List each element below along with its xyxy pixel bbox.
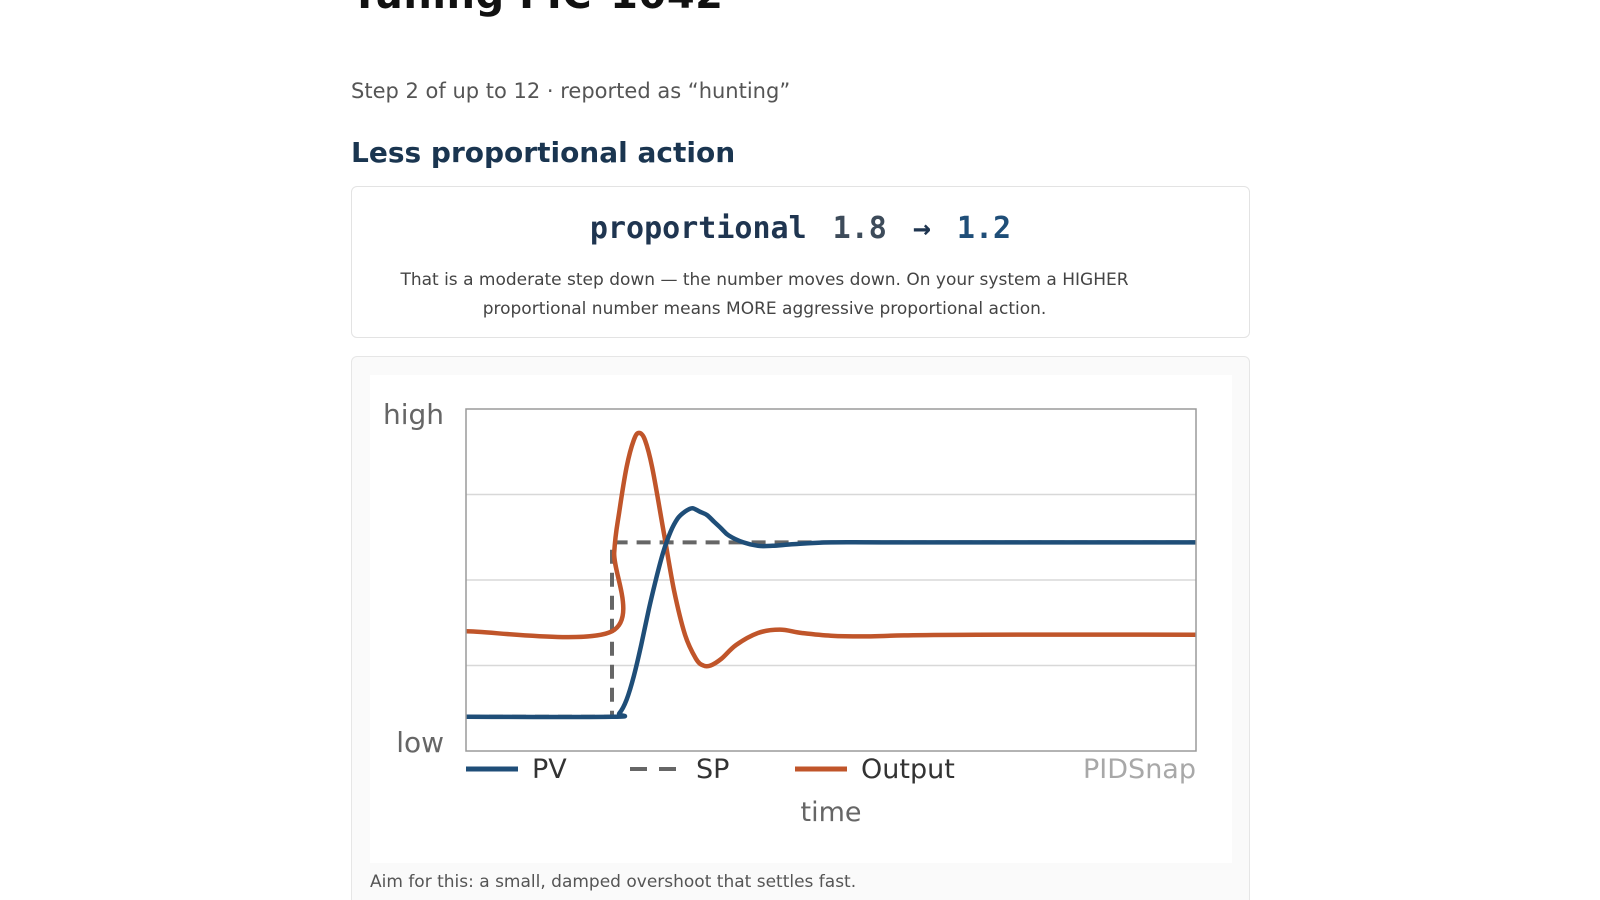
- series-line-sp: [466, 540, 1196, 719]
- legend-label-pv: PV: [532, 754, 567, 785]
- x-axis-label: time: [800, 797, 861, 828]
- y-tick-label-low: low: [396, 726, 444, 759]
- chart-watermark: PIDSnap: [1083, 754, 1196, 785]
- response-chart: low high PV SP Output PIDSnap time: [370, 375, 1232, 863]
- parameter-name: proportional: [589, 211, 807, 246]
- legend-item-pv: PV: [466, 754, 567, 785]
- section-heading: Less proportional action: [351, 136, 736, 169]
- parameter-change-line: proportional 1.8 → 1.2: [352, 211, 1249, 246]
- parameter-old-value: 1.8: [832, 211, 887, 246]
- y-tick-label-high: high: [383, 398, 444, 431]
- parameter-note: That is a moderate step down — the numbe…: [400, 270, 1129, 319]
- parameter-new-value: 1.2: [956, 211, 1012, 246]
- legend-item-sp: SP: [630, 754, 729, 785]
- legend-item-output: Output: [795, 754, 955, 785]
- response-chart-card: low high PV SP Output PIDSnap time Aim for…: [351, 356, 1250, 900]
- chart-legend: PV SP Output: [466, 754, 955, 785]
- series-line-output: [465, 430, 1197, 669]
- legend-label-output: Output: [861, 754, 955, 785]
- page-title: Tuning FIC-1042: [351, 0, 724, 18]
- arrow-right-icon: →: [912, 211, 931, 246]
- series-line-pv: [465, 505, 1196, 720]
- legend-label-sp: SP: [696, 754, 729, 785]
- parameter-change-card: proportional 1.8 → 1.2 That is a moderate s…: [351, 186, 1250, 338]
- plot-frame: [465, 408, 1197, 752]
- chart-caption: Aim for this: a small, damped overshoot …: [370, 872, 857, 892]
- chart-series: [465, 430, 1197, 720]
- chart-grid: [466, 493, 1196, 667]
- step-status-text: Step 2 of up to 12 · reported as “huntin…: [351, 79, 791, 103]
- chart-svg: low high PV SP Output PIDSnap time: [383, 398, 1197, 828]
